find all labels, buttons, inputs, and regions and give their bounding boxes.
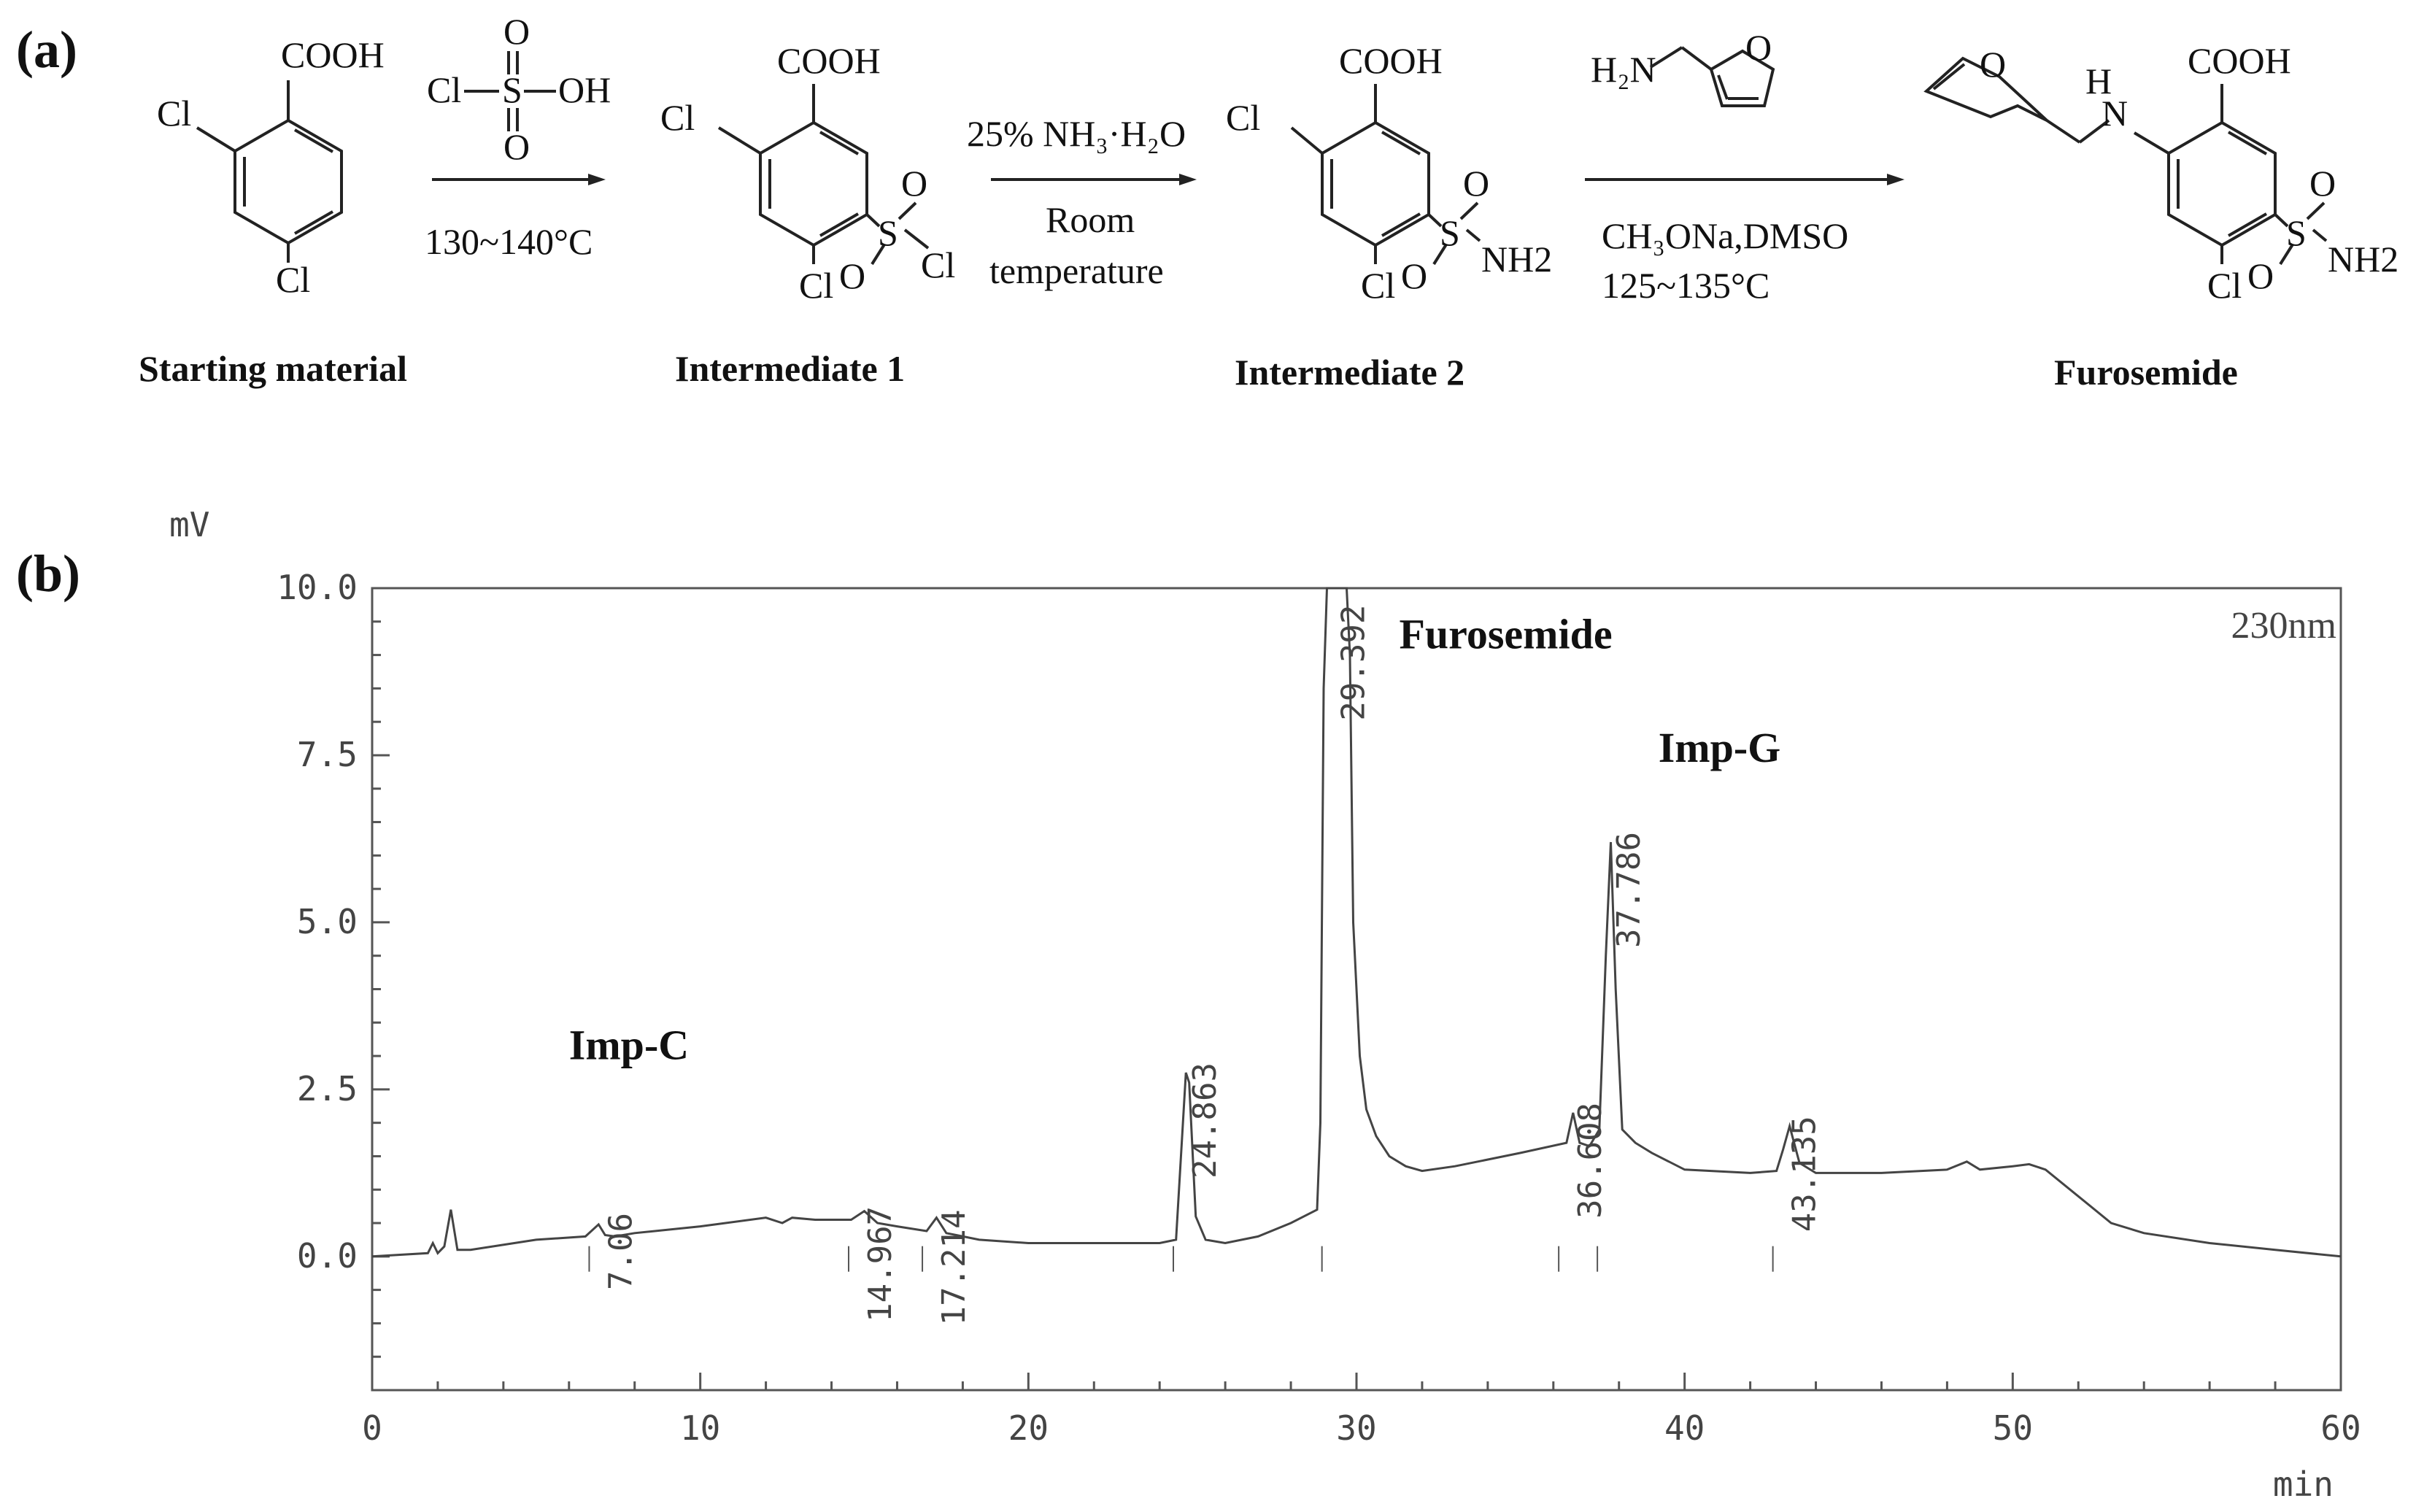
x-tick-label: 40 [1664,1408,1705,1448]
peak-retention-label: 7.06 [602,1213,639,1290]
svg-text:COOH: COOH [777,40,881,81]
x-axis-unit-label: min [2273,1465,2334,1504]
y-tick-label: 0.0 [297,1236,358,1276]
svg-text:S: S [878,212,898,253]
peak-retention-label: 43.135 [1786,1116,1823,1232]
intermediate2-label: Intermediate 2 [1235,352,1464,393]
reagent3-furfurylamine: H₂N O [1591,27,1775,107]
y-tick-label: 2.5 [297,1069,358,1108]
step3-cond-line1: CH₃ONa,DMSO [1602,215,1848,256]
svg-text:O: O [2247,255,2274,296]
step2-cond-line2: Room [1046,199,1135,240]
svg-text:NH2: NH2 [2328,239,2398,279]
intermediate1-structure: COOH Cl Cl O O S Cl [660,40,955,306]
peak-retention-label: 17.214 [935,1209,973,1325]
reaction-arrow-2 [991,174,1197,185]
sm-cooh: COOH [281,34,385,75]
y-axis-unit-label: mV [169,505,209,544]
svg-text:S: S [502,69,522,110]
svg-text:O: O [1401,255,1427,296]
y-tick-label: 7.5 [297,735,358,774]
step1-conditions: 130~140°C [425,221,593,262]
step2-cond-line3: temperature [989,250,1164,291]
svg-text:NH2: NH2 [1481,239,1552,279]
svg-text:COOH: COOH [1339,40,1443,81]
starting-material-structure: COOH Cl Cl [157,34,385,300]
svg-text:O: O [503,126,530,167]
step2-reagent: 25% NH₃·H₂O [967,113,1186,154]
panel-b-label: (b) [16,544,80,603]
intermediate2-structure: COOH Cl Cl O O S NH2 [1226,40,1552,306]
sm-cl-4: Cl [276,259,310,300]
svg-text:O: O [1980,44,2006,85]
wavelength-label: 230nm [2231,605,2336,647]
sm-cl-2: Cl [157,93,191,134]
svg-text:Cl: Cl [2207,265,2242,306]
svg-text:O: O [901,163,927,204]
starting-material-label: Starting material [139,348,407,389]
furosemide-structure: COOH H N O Cl O O S NH2 [1923,40,2398,306]
svg-text:N: N [2102,93,2128,134]
x-tick-label: 20 [1008,1408,1049,1448]
panel-a-label: (a) [16,20,77,79]
x-tick-label: 60 [2320,1408,2361,1448]
svg-text:O: O [503,11,530,52]
peak-retention-label: 29.392 [1335,605,1373,721]
svg-text:H₂N: H₂N [1591,49,1656,90]
peak-retention-label: 36.608 [1572,1103,1609,1219]
x-tick-label: 50 [1993,1408,2033,1448]
peak-retention-label: 37.786 [1610,832,1648,948]
svg-text:Cl: Cl [799,265,833,306]
reaction-arrow-1 [432,174,606,185]
svg-text:S: S [2286,212,2307,253]
x-tick-label: 0 [362,1408,382,1448]
peak-annotation: Imp-C [569,1022,689,1069]
svg-text:O: O [1463,163,1489,204]
svg-text:Cl: Cl [921,244,955,285]
y-tick-label: 10.0 [277,568,358,607]
intermediate1-label: Intermediate 1 [675,348,905,389]
reagent1-chlorosulfonic-acid: O Cl S OH O [427,11,611,167]
y-tick-label: 5.0 [297,902,358,941]
peak-annotation: Furosemide [1399,610,1612,657]
chromatogram-chart: 10.0 7.5 5.0 2.5 0.0 0 10 20 30 40 50 60 7.06 14.96… [169,505,2361,1504]
svg-text:COOH: COOH [2188,40,2291,81]
x-tick-label: 30 [1336,1408,1376,1448]
svg-text:O: O [2309,163,2336,204]
svg-text:H: H [2085,61,2112,101]
peak-annotation: Imp-G [1659,724,1781,771]
peak-retention-label: 24.863 [1186,1062,1224,1179]
svg-text:O: O [839,255,865,296]
chromatogram-trace [371,587,2342,1258]
furosemide-label: Furosemide [2054,352,2238,393]
svg-text:Cl: Cl [1361,265,1395,306]
svg-text:O: O [1745,27,1772,68]
reaction-arrow-3 [1585,174,1904,185]
svg-text:S: S [1440,212,1460,253]
peak-retention-label: 14.967 [862,1206,899,1322]
svg-text:Cl: Cl [427,69,461,110]
svg-text:OH: OH [558,69,611,110]
x-tick-label: 10 [680,1408,720,1448]
step3-cond-line2: 125~135°C [1602,265,1769,306]
svg-text:Cl: Cl [660,97,695,138]
svg-text:Cl: Cl [1226,97,1260,138]
